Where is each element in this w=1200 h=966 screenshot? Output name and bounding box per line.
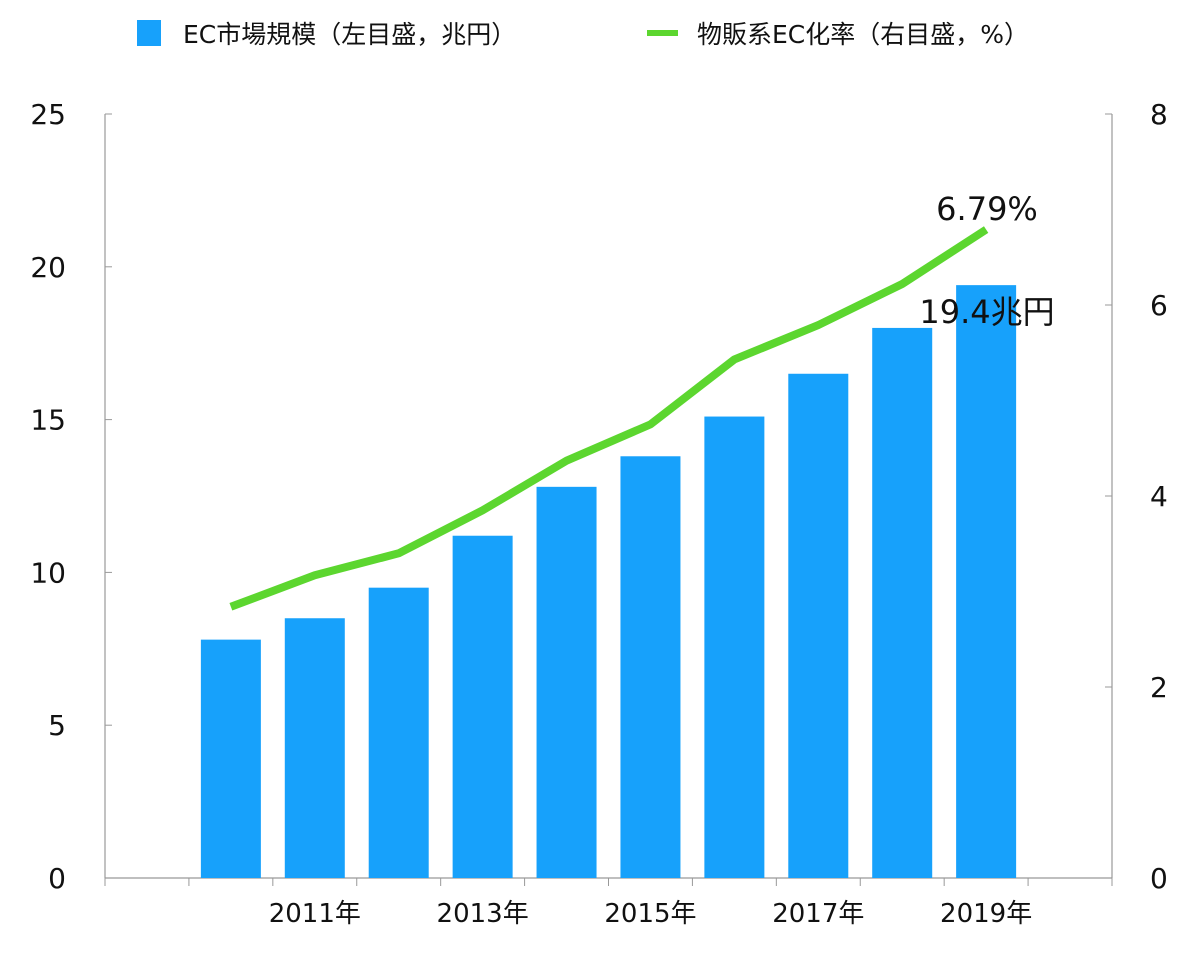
right-tick-label: 6 [1150,289,1168,322]
x-tick-label: 2019年 [940,899,1032,929]
legend-label-line: 物販系EC化率（右目盛，%） [697,20,1029,49]
right-tick-label: 8 [1150,98,1168,131]
bar-2019 [956,285,1016,878]
annotation-market: 19.4兆円 [919,293,1054,331]
right-tick-label: 4 [1150,480,1168,513]
bar-2018 [872,328,932,878]
legend-label-bar: EC市場規模（左目盛，兆円） [183,20,516,49]
x-tick-label: 2015年 [604,899,696,929]
bar-2016 [704,417,764,878]
legend-swatch-bar [137,20,161,46]
right-tick-label: 0 [1150,862,1168,895]
x-tick-label: 2017年 [772,899,864,929]
bar-2011 [285,618,345,878]
left-tick-label: 0 [48,862,66,895]
bar-2013 [453,536,513,878]
legend-swatch-line [647,30,678,36]
left-tick-label: 5 [48,709,66,742]
legend: EC市場規模（左目盛，兆円） 物販系EC化率（右目盛，%） [137,20,1029,49]
left-tick-label: 10 [30,556,66,589]
bars [201,285,1016,878]
right-tick-label: 2 [1150,671,1168,704]
left-tick-label: 15 [30,404,66,437]
annotation-rate: 6.79% [936,190,1038,228]
bar-2010 [201,640,261,878]
left-tick-label: 25 [30,98,66,131]
bar-2017 [788,374,848,878]
bar-2014 [537,487,597,878]
x-tick-label: 2011年 [269,899,361,929]
x-tick-label: 2013年 [437,899,529,929]
bar-2012 [369,588,429,878]
bar-2015 [620,456,680,878]
left-tick-label: 20 [30,251,66,284]
